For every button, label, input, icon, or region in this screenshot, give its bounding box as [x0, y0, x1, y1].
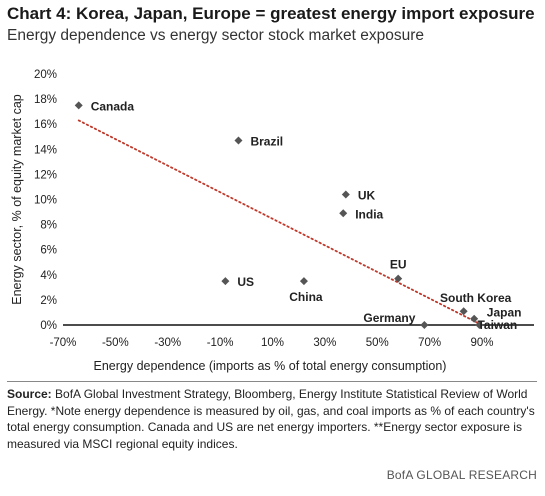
marker-canada — [74, 101, 83, 110]
label-south-korea: South Korea — [440, 291, 512, 305]
marker-taiwan — [475, 321, 484, 329]
credit-line: BofA GLOBAL RESEARCH — [386, 468, 537, 482]
x-tick-label: -50% — [102, 337, 129, 349]
y-tick-label: 2% — [40, 295, 57, 307]
x-tick-label: -10% — [207, 337, 234, 349]
chart-subtitle: Energy dependence vs energy sector stock… — [7, 27, 425, 44]
label-us: US — [237, 275, 254, 289]
y-tick-label: 6% — [40, 245, 57, 257]
y-tick-label: 8% — [40, 220, 57, 232]
source-text: BofA Global Investment Strategy, Bloombe… — [7, 387, 535, 451]
source-label: Source: — [7, 387, 52, 401]
marker-south-korea — [459, 307, 468, 316]
label-uk: UK — [358, 188, 376, 202]
y-tick-label: 4% — [40, 270, 57, 282]
x-tick-label: 10% — [261, 337, 284, 349]
x-tick-label: 90% — [470, 337, 493, 349]
footer-divider — [7, 381, 537, 382]
y-tick-label: 14% — [34, 144, 57, 156]
x-axis-title: Energy dependence (imports as % of total… — [94, 359, 447, 373]
chart-title: Chart 4: Korea, Japan, Europe = greatest… — [7, 4, 535, 23]
marker-uk — [341, 190, 350, 199]
x-tick-label: 70% — [418, 337, 441, 349]
label-canada: Canada — [91, 99, 135, 113]
marker-china — [299, 277, 308, 286]
y-tick-label: 16% — [34, 119, 57, 131]
trendline — [77, 119, 481, 325]
label-brazil: Brazil — [250, 135, 283, 149]
label-china: China — [289, 290, 323, 304]
x-tick-label: 30% — [313, 337, 336, 349]
marker-brazil — [234, 136, 243, 145]
scatter-chart: 0% 2% 4% 6% 8% 10% 12% 14% 16% 18% 20% -70% -50% -30%… — [10, 69, 534, 373]
marker-germany — [420, 321, 429, 329]
x-tick-label: 50% — [366, 337, 389, 349]
marker-japan — [470, 314, 479, 323]
marker-eu — [394, 274, 403, 283]
y-tick-label: 12% — [34, 169, 57, 181]
x-tick-label: -70% — [50, 337, 77, 349]
label-india: India — [355, 207, 383, 221]
marker-india — [339, 209, 348, 218]
marker-us — [221, 277, 230, 286]
y-tick-label: 20% — [34, 69, 57, 81]
label-germany: Germany — [363, 311, 415, 325]
y-tick-label: 18% — [34, 94, 57, 106]
label-eu: EU — [390, 258, 407, 272]
label-japan: Japan — [487, 306, 522, 320]
label-taiwan: Taiwan — [477, 318, 517, 332]
x-tick-label: -30% — [154, 337, 181, 349]
source-note: Source: BofA Global Investment Strategy,… — [7, 386, 539, 452]
y-axis-title: Energy sector, % of equity market cap — [10, 94, 24, 305]
y-tick-label: 10% — [34, 195, 57, 207]
y-tick-label: 0% — [40, 320, 57, 332]
